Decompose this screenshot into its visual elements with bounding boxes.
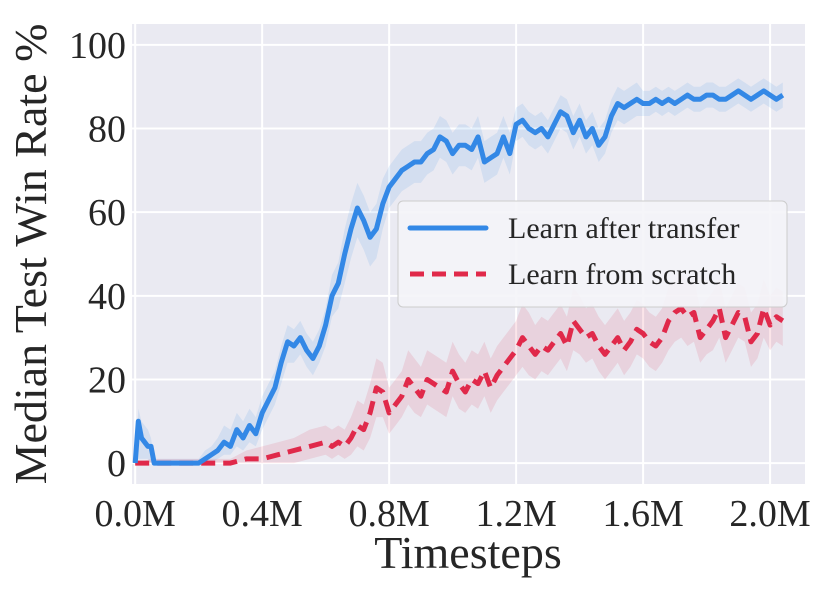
y-tick-label: 100 [69,25,126,67]
y-tick-label: 80 [88,109,126,151]
confidence-band-1 [135,274,783,464]
legend-label-transfer: Learn after transfer [508,212,740,245]
y-tick-label: 60 [88,192,126,234]
y-tick-label: 40 [88,276,126,318]
confidence-bands [135,78,783,464]
legend-label-scratch: Learn from scratch [508,258,736,291]
y-tick-label: 20 [88,359,126,401]
y-axis-label: Median Test Win Rate % [5,24,56,485]
x-axis-label: Timesteps [374,527,561,578]
x-tick-label: 0.4M [222,493,303,535]
x-tick-labels: 0.0M 0.4M 0.8M 1.2M 1.6M 2.0M [95,493,811,535]
x-tick-label: 0.0M [95,493,176,535]
x-tick-label: 0.8M [348,493,429,535]
legend-box [397,200,788,308]
confidence-band-0 [135,78,783,464]
y-tick-label: 0 [107,443,126,485]
series-line-1 [135,305,785,466]
x-tick-label: 1.2M [475,493,556,535]
y-tick-labels: 0 20 40 60 80 100 [69,25,126,485]
series-lines [132,88,785,466]
series-line-0 [132,88,785,466]
legend: Learn after transfer Learn from scratch [397,200,788,308]
x-tick-label: 2.0M [729,493,810,535]
x-tick-label: 1.6M [602,493,683,535]
